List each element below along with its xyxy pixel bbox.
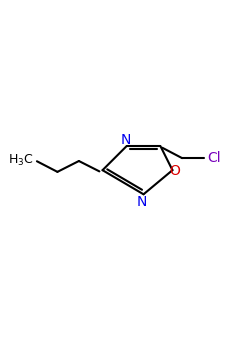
Text: O: O [170,164,180,178]
Text: N: N [136,195,147,209]
Text: N: N [121,133,131,147]
Text: Cl: Cl [207,151,220,165]
Text: H$_3$C: H$_3$C [8,153,34,168]
